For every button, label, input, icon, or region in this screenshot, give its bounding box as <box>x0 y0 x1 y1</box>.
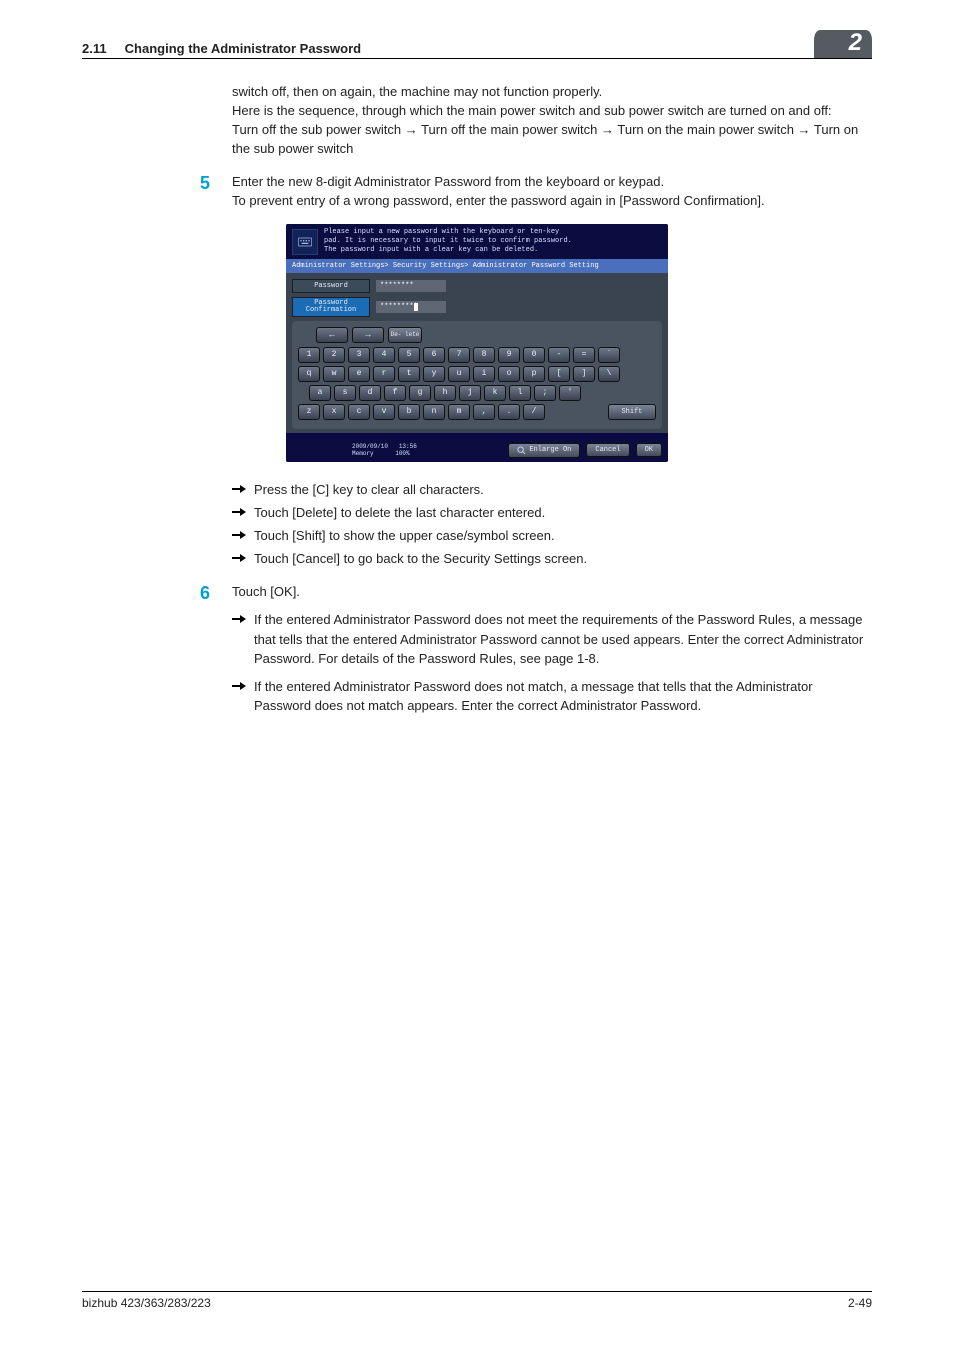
keyboard-key[interactable]: i <box>473 366 495 382</box>
footer-model: bizhub 423/363/283/223 <box>82 1296 211 1310</box>
bullet-cancel: Touch [Cancel] to go back to the Securit… <box>232 549 872 569</box>
keyboard-key[interactable]: z <box>298 404 320 420</box>
keyboard-key[interactable]: k <box>484 385 506 401</box>
keyboard-key[interactable]: b <box>398 404 420 420</box>
keyboard-key[interactable]: 3 <box>348 347 370 363</box>
bullet-clear: Press the [C] key to clear all character… <box>232 480 872 500</box>
keyboard-key[interactable]: y <box>423 366 445 382</box>
step-5: 5 Enter the new 8-digit Administrator Pa… <box>82 173 872 211</box>
ok-button[interactable]: OK <box>636 443 662 457</box>
device-screenshot: Please input a new password with the key… <box>286 224 668 461</box>
keyboard-key[interactable]: a <box>309 385 331 401</box>
keyboard-key[interactable]: = <box>573 347 595 363</box>
status-memory: 2009/09/10 13:56 Memory 100% <box>352 443 417 457</box>
keyboard-key[interactable]: v <box>373 404 395 420</box>
delete-button[interactable]: De- lete <box>388 327 422 343</box>
keyboard-key[interactable]: r <box>373 366 395 382</box>
keyboard-key[interactable]: n <box>423 404 445 420</box>
keyboard-key[interactable]: j <box>459 385 481 401</box>
shift-button[interactable]: Shift <box>608 404 656 420</box>
keyboard-key[interactable]: t <box>398 366 420 382</box>
intro-paragraph: switch off, then on again, the machine m… <box>232 83 872 158</box>
keyboard-key[interactable]: . <box>498 404 520 420</box>
section-title: Changing the Administrator Password <box>125 41 361 56</box>
step-5-line-1: Enter the new 8-digit Administrator Pass… <box>232 173 872 192</box>
keyboard-key[interactable]: - <box>548 347 570 363</box>
keyboard-key[interactable]: ; <box>534 385 556 401</box>
cursor-right-button[interactable]: → <box>352 327 384 343</box>
keyboard-key[interactable]: p <box>523 366 545 382</box>
step-6: 6 Touch [OK]. <box>82 583 872 604</box>
keyboard-key[interactable]: ] <box>573 366 595 382</box>
password-confirmation-value: ********| <box>376 301 446 313</box>
keyboard-key[interactable]: 9 <box>498 347 520 363</box>
keyboard-key[interactable]: e <box>348 366 370 382</box>
section-number: 2.11 <box>82 41 107 56</box>
step-6-items: If the entered Administrator Password do… <box>232 610 872 716</box>
bullet-delete: Touch [Delete] to delete the last charac… <box>232 503 872 523</box>
page-footer: bizhub 423/363/283/223 2-49 <box>82 1291 872 1310</box>
intro-line-1: switch off, then on again, the machine m… <box>232 83 872 102</box>
password-value: ******** <box>376 280 446 292</box>
keyboard-key[interactable]: 0 <box>523 347 545 363</box>
keyboard-key[interactable]: w <box>323 366 345 382</box>
screenshot-header-text: Please input a new password with the key… <box>324 228 572 254</box>
keyboard-key[interactable]: \ <box>598 366 620 382</box>
step-5-line-2: To prevent entry of a wrong password, en… <box>232 192 872 211</box>
keyboard-key[interactable]: ' <box>559 385 581 401</box>
keyboard-key[interactable]: d <box>359 385 381 401</box>
step-number-6: 6 <box>82 583 232 604</box>
footer-page-number: 2-49 <box>848 1296 872 1310</box>
chapter-badge: 2 <box>814 30 872 58</box>
password-tab[interactable]: Password <box>292 279 370 293</box>
keyboard-icon <box>292 229 318 255</box>
keyboard-key[interactable]: u <box>448 366 470 382</box>
keyboard-key[interactable]: 1 <box>298 347 320 363</box>
keyboard-key[interactable]: h <box>434 385 456 401</box>
keyboard-key[interactable]: s <box>334 385 356 401</box>
page-header: 2.11 Changing the Administrator Password… <box>82 28 872 59</box>
keyboard-key[interactable]: 6 <box>423 347 445 363</box>
bullet-shift: Touch [Shift] to show the upper case/sym… <box>232 526 872 546</box>
keyboard-key[interactable]: , <box>473 404 495 420</box>
intro-line-2: Here is the sequence, through which the … <box>232 102 872 121</box>
on-screen-keyboard: ← → De- lete 1234567890-=` qwertyuiop[]\… <box>292 321 662 429</box>
password-confirmation-tab[interactable]: Password Confirmation <box>292 297 370 317</box>
intro-line-3: Turn off the sub power switch → Turn off… <box>232 121 872 159</box>
step-number-5: 5 <box>82 173 232 211</box>
keyboard-key[interactable]: l <box>509 385 531 401</box>
step-6-item-rules: If the entered Administrator Password do… <box>232 610 872 669</box>
enlarge-button[interactable]: Enlarge On <box>508 443 580 458</box>
keyboard-key[interactable]: 8 <box>473 347 495 363</box>
keyboard-key[interactable]: m <box>448 404 470 420</box>
keyboard-key[interactable]: 5 <box>398 347 420 363</box>
keyboard-key[interactable]: g <box>409 385 431 401</box>
keyboard-key[interactable]: / <box>523 404 545 420</box>
step-5-bullets: Press the [C] key to clear all character… <box>232 480 872 570</box>
keyboard-key[interactable]: x <box>323 404 345 420</box>
keyboard-key[interactable]: q <box>298 366 320 382</box>
keyboard-key[interactable]: ` <box>598 347 620 363</box>
keyboard-key[interactable]: [ <box>548 366 570 382</box>
keyboard-key[interactable]: f <box>384 385 406 401</box>
keyboard-key[interactable]: c <box>348 404 370 420</box>
cancel-button[interactable]: Cancel <box>586 443 629 457</box>
step-6-text: Touch [OK]. <box>232 583 872 602</box>
step-6-item-nomatch: If the entered Administrator Password do… <box>232 677 872 716</box>
cursor-left-button[interactable]: ← <box>316 327 348 343</box>
keyboard-key[interactable]: o <box>498 366 520 382</box>
magnifier-icon <box>517 446 526 455</box>
screenshot-breadcrumb: Administrator Settings> Security Setting… <box>286 259 668 273</box>
keyboard-key[interactable]: 4 <box>373 347 395 363</box>
keyboard-key[interactable]: 2 <box>323 347 345 363</box>
keyboard-key[interactable]: 7 <box>448 347 470 363</box>
